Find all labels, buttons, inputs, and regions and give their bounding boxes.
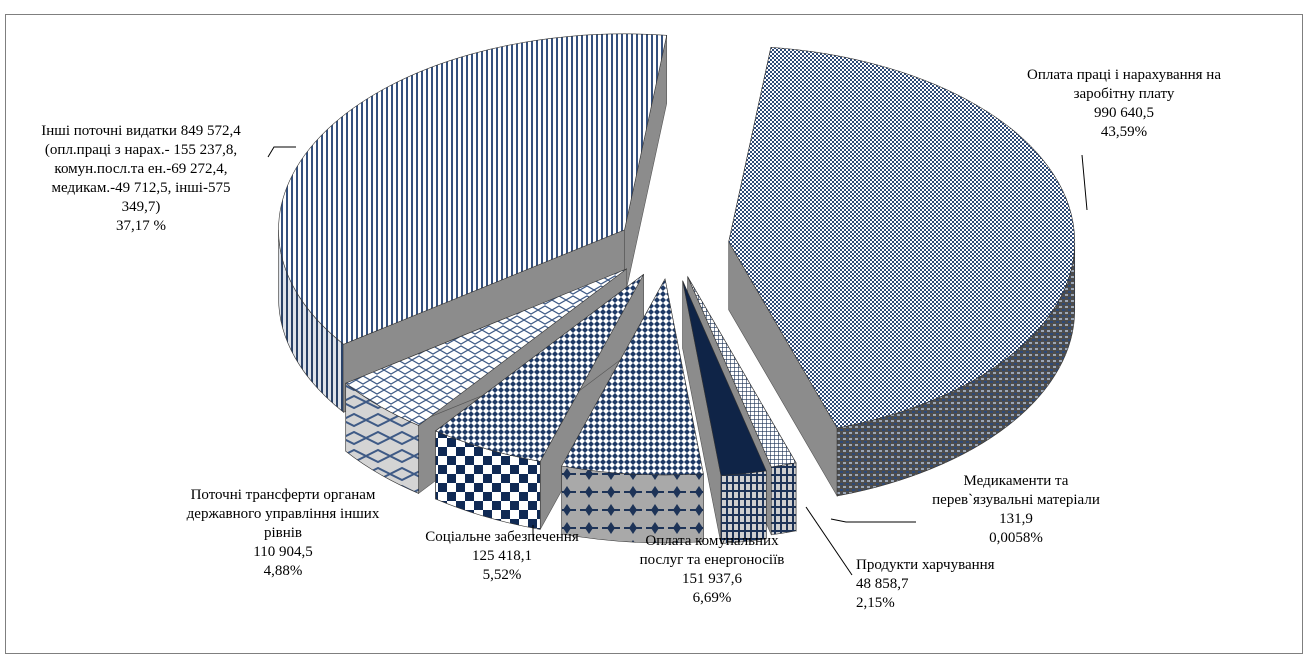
pie-slice (682, 280, 767, 544)
slice-label-line: 125 418,1 (472, 548, 532, 564)
slice-label: Медикаменти та перев`язувальні матеріали 1… (932, 473, 1100, 546)
slice-label-line: державного управління інших (187, 506, 380, 522)
leader-line (267, 146, 296, 158)
slice-label-line: медикам.-49 712,5, інші-575 (52, 180, 231, 196)
slice-label-line: 48 858,7 (856, 576, 909, 592)
slice-label: Поточні трансферти органам державного упр… (187, 487, 380, 579)
slice-label-line: 131,9 (999, 511, 1033, 527)
slice-label: Оплата праці і нарахування на заробітну п… (1027, 67, 1221, 140)
leader-lines (267, 146, 1088, 576)
pie-slice (728, 47, 1076, 498)
slice-top-face (434, 274, 644, 462)
slice-label-line: комун.посл.та ен.-69 272,4, (54, 161, 227, 177)
slice-label-line: 990 640,5 (1094, 105, 1154, 121)
slice-label-line: заробітну плату (1074, 86, 1175, 102)
slice-label-line: Інші поточні видатки 849 572,4 (41, 123, 241, 139)
slice-side-wall (770, 462, 797, 536)
slice-label-line: 4,88% (264, 563, 303, 579)
pie-chart: Оплата праці і нарахування на заробітну п… (41, 33, 1221, 611)
leader-line (1081, 154, 1088, 211)
slice-label-line: рівнів (264, 525, 302, 541)
slice-label-line: (опл.праці з нарах.- 155 237,8, (45, 142, 237, 158)
slice-label-line: Медикаменти та (964, 473, 1069, 489)
slice-top-face (345, 268, 627, 426)
slice-label-line: перев`язувальні матеріали (932, 492, 1100, 508)
leader-line (830, 518, 916, 523)
slice-top-face (687, 276, 797, 468)
slice-top-face (561, 278, 704, 476)
slice-label-line: 349,7) (122, 199, 161, 215)
pie-slice (561, 278, 704, 544)
slice-label-line: 110 904,5 (253, 544, 312, 560)
slice-labels: Оплата праці і нарахування на заробітну п… (41, 67, 1221, 611)
slice-top-face (728, 47, 1075, 429)
slice-top-face (278, 33, 668, 345)
slice-top-face (682, 280, 767, 476)
slice-label-line: 6,69% (693, 590, 732, 606)
slice-label: Соціальне забезпечення 125 418,1 5,52% (425, 529, 579, 583)
slice-label-line: 2,15% (856, 595, 895, 611)
slice-label: Інші поточні видатки 849 572,4 (опл.праці… (41, 123, 241, 234)
slice-label: Оплата комунальних послуг та енергоносіїв… (640, 533, 785, 606)
slice-label-line: Оплата комунальних (645, 533, 779, 549)
chart-frame: Оплата праці і нарахування на заробітну п… (5, 14, 1303, 654)
slice-label-line: Соціальне забезпечення (425, 529, 579, 545)
slice-label: Продукти харчування 48 858,7 2,15% (856, 557, 995, 611)
slice-label-line: Оплата праці і нарахування на (1027, 67, 1221, 83)
slice-label-line: 37,17 % (116, 218, 166, 234)
pie-slices (278, 33, 1076, 544)
slice-label-line: 151 937,6 (682, 571, 743, 587)
slice-label-line: 43,59% (1101, 124, 1147, 140)
slice-side-wall (561, 465, 704, 544)
slice-label-line: послуг та енергоносіїв (640, 552, 785, 568)
slice-label-line: 0,0058% (989, 530, 1043, 546)
leader-line (805, 506, 853, 576)
slice-label-line: Поточні трансферти органам (191, 487, 376, 503)
slice-label-line: Продукти харчування (856, 557, 995, 573)
slice-label-line: 5,52% (483, 567, 522, 583)
